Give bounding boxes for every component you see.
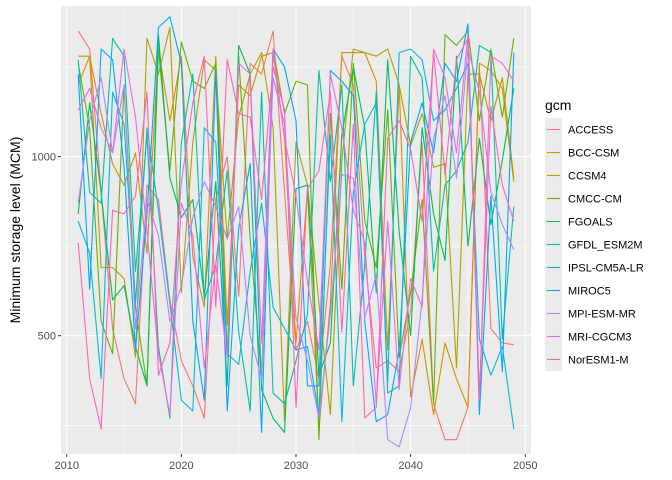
legend-label-ipsl-cm5a-lr: IPSL-CM5A-LR	[568, 263, 644, 275]
series-line-noresm1-m	[77, 37, 515, 430]
series-line-gfdl-esm2m	[77, 37, 515, 419]
major-gridlines	[61, 6, 531, 454]
y-axis: 500 1000	[32, 152, 61, 343]
legend-label-gfdl-esm2m: GFDL_ESM2M	[568, 240, 643, 252]
legend-keys: ACCESS BCC-CSM CCSM4 CMCC-CM FGOALS GFDL_ESM2…	[545, 118, 644, 371]
legend: gcm ACCESS BCC-CSM CCSM4 CMCC-CM FGOALS GFDL_…	[545, 97, 644, 371]
legend-label-ccsm4: CCSM4	[568, 171, 607, 183]
x-tick-label: 2040	[398, 460, 422, 472]
legend-label-miroc5: MIROC5	[568, 286, 611, 298]
legend-label-mri-cgcm3: MRI-CGCM3	[568, 332, 632, 344]
y-axis-title: Minimum storage level (MCM)	[7, 137, 23, 324]
y-tick-label: 500	[38, 331, 56, 343]
series-lines	[77, 16, 515, 448]
y-tick-label: 1000	[32, 152, 56, 164]
x-tick-label: 2020	[169, 460, 193, 472]
legend-label-cmcc-cm: CMCC-CM	[568, 194, 622, 206]
series-line-mri-cgcm3	[77, 34, 515, 416]
legend-label-mpi-esm-mr: MPI-ESM-MR	[568, 309, 636, 321]
series-line-mpi-esm-mr	[77, 48, 515, 448]
legend-label-bcc-csm: BCC-CSM	[568, 148, 619, 160]
x-tick-label: 2030	[284, 460, 308, 472]
legend-label-access: ACCESS	[568, 125, 613, 137]
legend-label-fgoals: FGOALS	[568, 217, 613, 229]
x-tick-label: 2010	[54, 460, 78, 472]
series-line-miroc5	[77, 16, 515, 434]
legend-title: gcm	[545, 97, 571, 113]
x-axis: 2010 2020 2030 2040 2050	[54, 454, 538, 472]
x-tick-label: 2050	[513, 460, 537, 472]
legend-label-noresm1-m: NorESM1-M	[568, 355, 629, 367]
